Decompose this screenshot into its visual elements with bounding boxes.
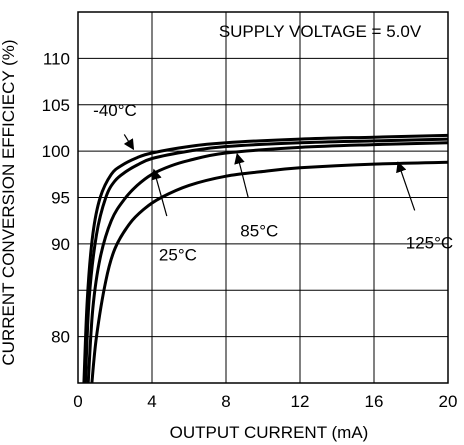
- y-tick-label: 95: [51, 189, 70, 208]
- grid: [78, 12, 448, 383]
- x-tick-label: 20: [439, 392, 458, 411]
- y-tick-label: 100: [42, 142, 70, 161]
- tick-labels: 0 4 8 12 16 20 80 90 95 100 105 110: [42, 49, 458, 411]
- series-line: [86, 141, 448, 383]
- curve-label: -40°C: [93, 101, 137, 120]
- x-axis-label: OUTPUT CURRENT (mA): [170, 423, 369, 442]
- supply-voltage-annotation: SUPPLY VOLTAGE = 5.0V: [219, 22, 422, 41]
- x-tick-label: 12: [291, 392, 310, 411]
- series-line: [82, 133, 448, 383]
- curve-labels: -40°C 25°C 85°C 125°C: [93, 101, 453, 265]
- curve-label: 85°C: [240, 221, 278, 240]
- y-tick-label: 90: [51, 235, 70, 254]
- label-arrow: [123, 134, 135, 151]
- curve-label: 25°C: [159, 246, 197, 265]
- y-tick-label: 110: [43, 49, 70, 68]
- label-arrow: [396, 161, 416, 211]
- series-line: [83, 137, 448, 383]
- plot-frame: [77, 11, 449, 384]
- label-arrow: [151, 168, 168, 217]
- y-axis-label: CURRENT CONVERSION EFFICIECY (%): [0, 39, 18, 365]
- series-line: [90, 160, 448, 383]
- curve-label: 125°C: [406, 234, 453, 253]
- x-tick-label: 16: [365, 392, 384, 411]
- y-tick-label: 80: [51, 328, 70, 347]
- series-lines: [82, 133, 448, 383]
- x-tick-label: 8: [221, 392, 230, 411]
- x-tick-label: 0: [73, 392, 82, 411]
- y-tick-label: 105: [42, 96, 70, 115]
- x-tick-label: 4: [147, 392, 156, 411]
- label-arrow: [234, 152, 249, 198]
